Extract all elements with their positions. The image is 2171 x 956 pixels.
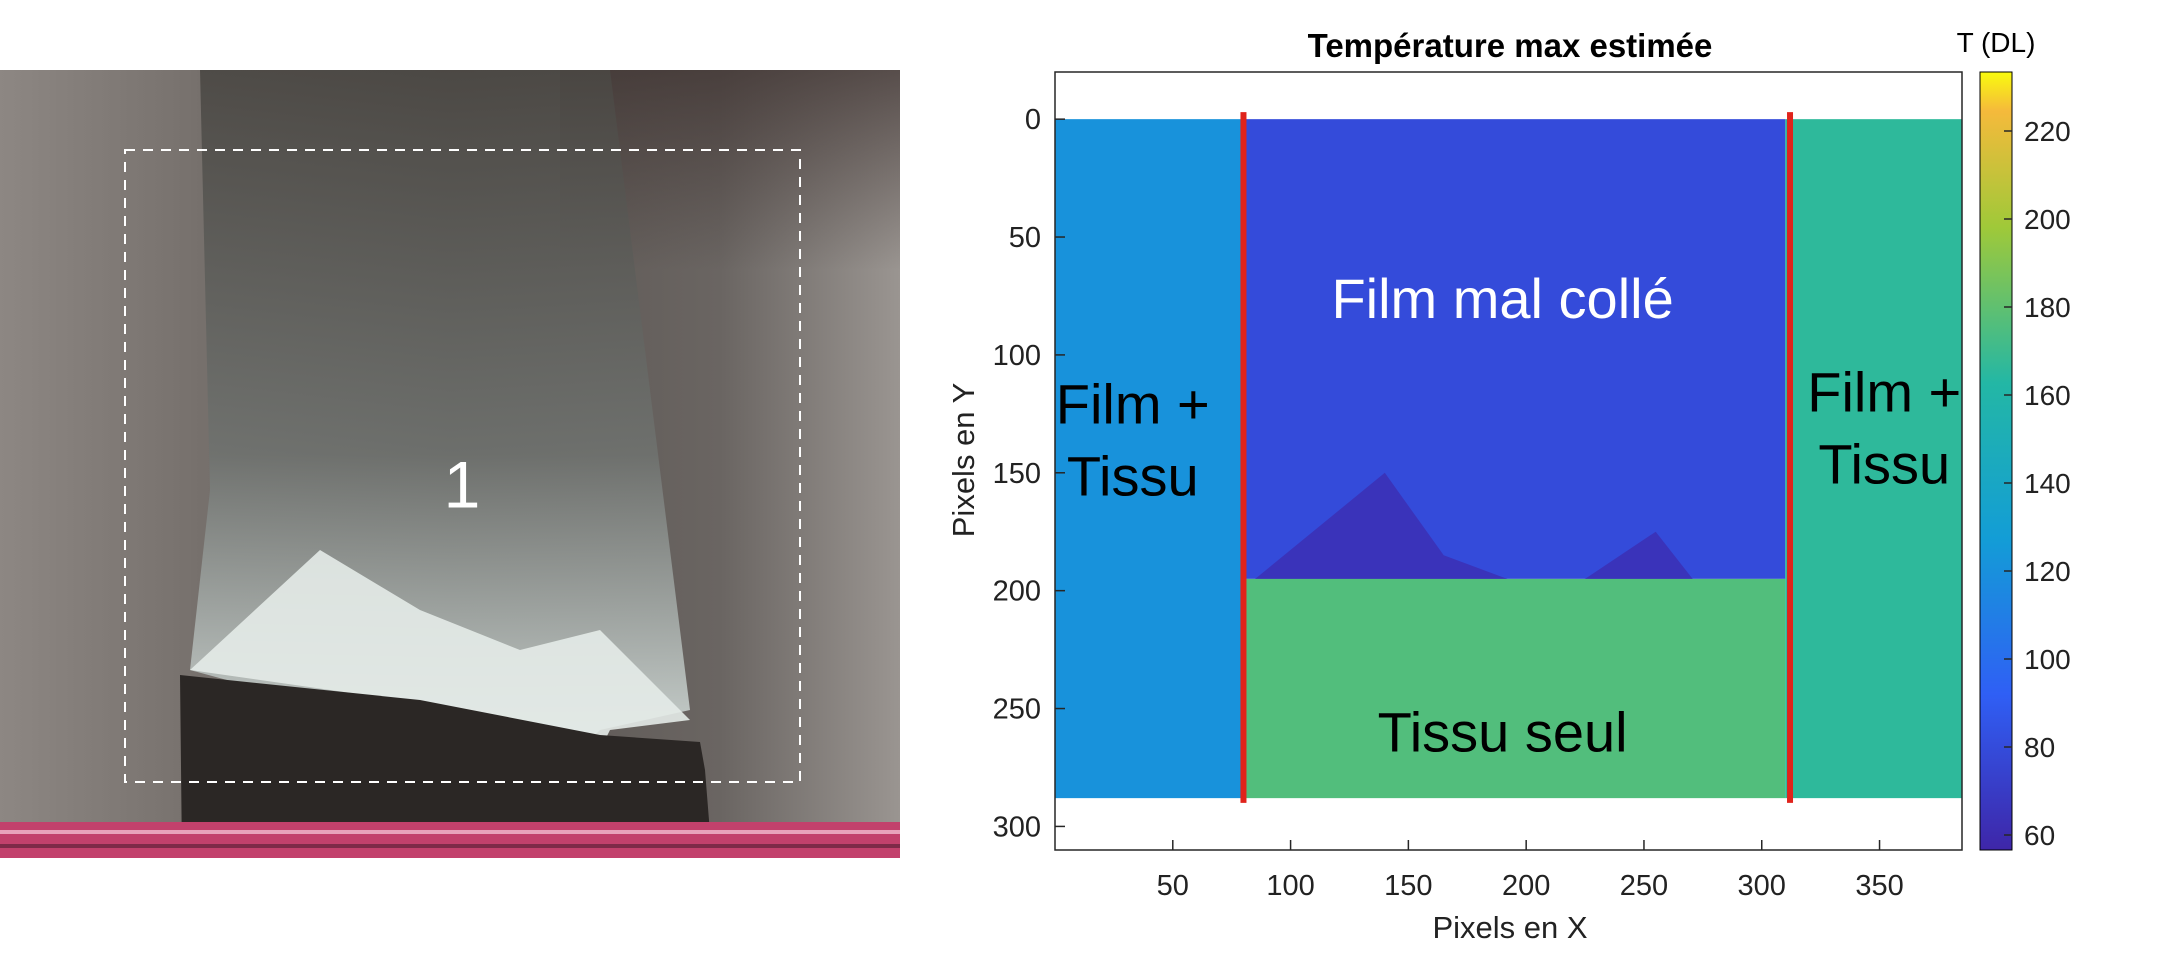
x-tick-label: 50 (1157, 870, 1189, 902)
y-tick-label: 100 (993, 340, 1041, 372)
heatmap-region-tissu-seul (1243, 578, 1786, 799)
colorbar: 60 80 100 120 140 160 180 200 220 (1979, 71, 2071, 851)
annotation-label: Film mal collé (1331, 267, 1673, 330)
annotation-label: Film + (1807, 361, 1961, 424)
x-tick-label: 200 (1502, 870, 1550, 902)
colorbar-gradient (1979, 71, 2013, 851)
colorbar-tick-label: 80 (2024, 732, 2055, 763)
region-number-label: 1 (444, 447, 481, 521)
colorbar-label: T (DL) (1957, 27, 2036, 58)
y-tick-label: 200 (993, 576, 1041, 608)
y-tick-label: 0 (1025, 104, 1041, 136)
y-tick-label: 250 (993, 694, 1041, 726)
colorbar-tick-label: 200 (2024, 204, 2071, 235)
colorbar-tick-label: 220 (2024, 116, 2071, 147)
heatmap-region-film-mal-colle (1243, 119, 1786, 579)
chart-title: Température max estimée (1308, 27, 1713, 64)
axes-frame (1054, 71, 1963, 851)
exposed-fabric (180, 675, 712, 858)
y-tick-label: 50 (1009, 222, 1041, 254)
x-tick-label: 150 (1384, 870, 1432, 902)
colorbar-tick-label: 60 (2024, 820, 2055, 851)
heatmap-region-film-tissu-left (1055, 119, 1244, 799)
x-tick-label: 350 (1855, 870, 1903, 902)
colorbar-tick-label: 100 (2024, 644, 2071, 675)
colorbar-tick-label: 120 (2024, 556, 2071, 587)
dashed-region-box (124, 149, 801, 783)
y-axis-label: Pixels en Y (946, 383, 981, 538)
pink-stripe (0, 822, 900, 858)
colorbar-tick-label: 160 (2024, 380, 2071, 411)
y-tick-label: 300 (993, 811, 1041, 843)
heatmap-chart: 50 100 150 200 250 300 350 0 50 100 150 200 250 300 Fi… (946, 27, 2071, 945)
y-tick-label: 150 (993, 458, 1041, 490)
x-tick-label: 100 (1266, 870, 1314, 902)
x-axis-label: Pixels en X (1432, 910, 1587, 945)
colorbar-tick-label: 180 (2024, 292, 2071, 323)
photo-panel: 1 (0, 70, 900, 858)
annotation-label: Tissu (1067, 444, 1199, 507)
colorbar-tick-label: 140 (2024, 468, 2071, 499)
chart-panel: 50 100 150 200 250 300 350 0 50 100 150 200 250 300 Fi… (930, 0, 2171, 956)
plot-area: 50 100 150 200 250 300 350 0 50 100 150 200 250 300 Fi… (993, 71, 1963, 902)
x-tick-label: 300 (1738, 870, 1786, 902)
annotation-label: Tissu (1818, 433, 1950, 496)
annotation-label: Tissu seul (1378, 701, 1628, 764)
heatmap-region-film-tissu-right (1785, 119, 1962, 799)
x-tick-label: 250 (1620, 870, 1668, 902)
sample-photo: 1 (0, 70, 900, 858)
annotation-label: Film + (1056, 372, 1210, 435)
